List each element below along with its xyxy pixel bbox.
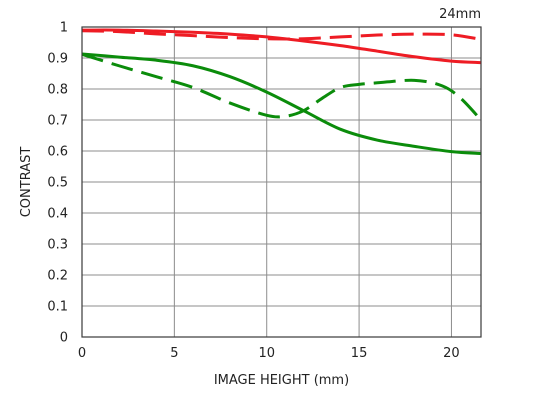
y-tick-label: 0.4 bbox=[47, 207, 68, 222]
y-tick-label: 0.3 bbox=[47, 238, 68, 253]
series-red-dashed-line bbox=[81, 29, 482, 41]
tick-labels: 0 5 10 15 20 0 0.1 0.2 0.3 0.4 0.5 0.6 0.7 0.8 0.9 1 bbox=[47, 21, 459, 362]
y-tick-label: 0.9 bbox=[47, 52, 68, 67]
y-tick-label: 0.5 bbox=[47, 176, 68, 191]
series-green-dashed-line bbox=[81, 52, 483, 122]
y-tick-label: 0 bbox=[60, 331, 68, 346]
x-tick-label: 20 bbox=[443, 346, 460, 361]
corner-label: 24mm bbox=[439, 7, 481, 22]
y-tick-label: 0.8 bbox=[47, 83, 68, 98]
y-tick-label: 0.2 bbox=[47, 269, 68, 284]
plot-frame bbox=[81, 26, 482, 338]
y-tick-label: 0.6 bbox=[47, 145, 68, 160]
x-axis-title: IMAGE HEIGHT (mm) bbox=[214, 373, 349, 388]
y-axis-title: CONTRAST bbox=[19, 147, 34, 218]
x-tick-label: 5 bbox=[170, 346, 178, 361]
y-tick-label: 1 bbox=[60, 21, 68, 36]
x-tick-label: 10 bbox=[258, 346, 275, 361]
grid bbox=[81, 26, 481, 338]
series-green-solid-line bbox=[81, 52, 482, 155]
x-tick-label: 15 bbox=[351, 346, 368, 361]
x-tick-label: 0 bbox=[78, 346, 86, 361]
y-tick-label: 0.1 bbox=[47, 300, 68, 315]
y-tick-label: 0.7 bbox=[47, 114, 68, 129]
series-group bbox=[81, 28, 483, 155]
